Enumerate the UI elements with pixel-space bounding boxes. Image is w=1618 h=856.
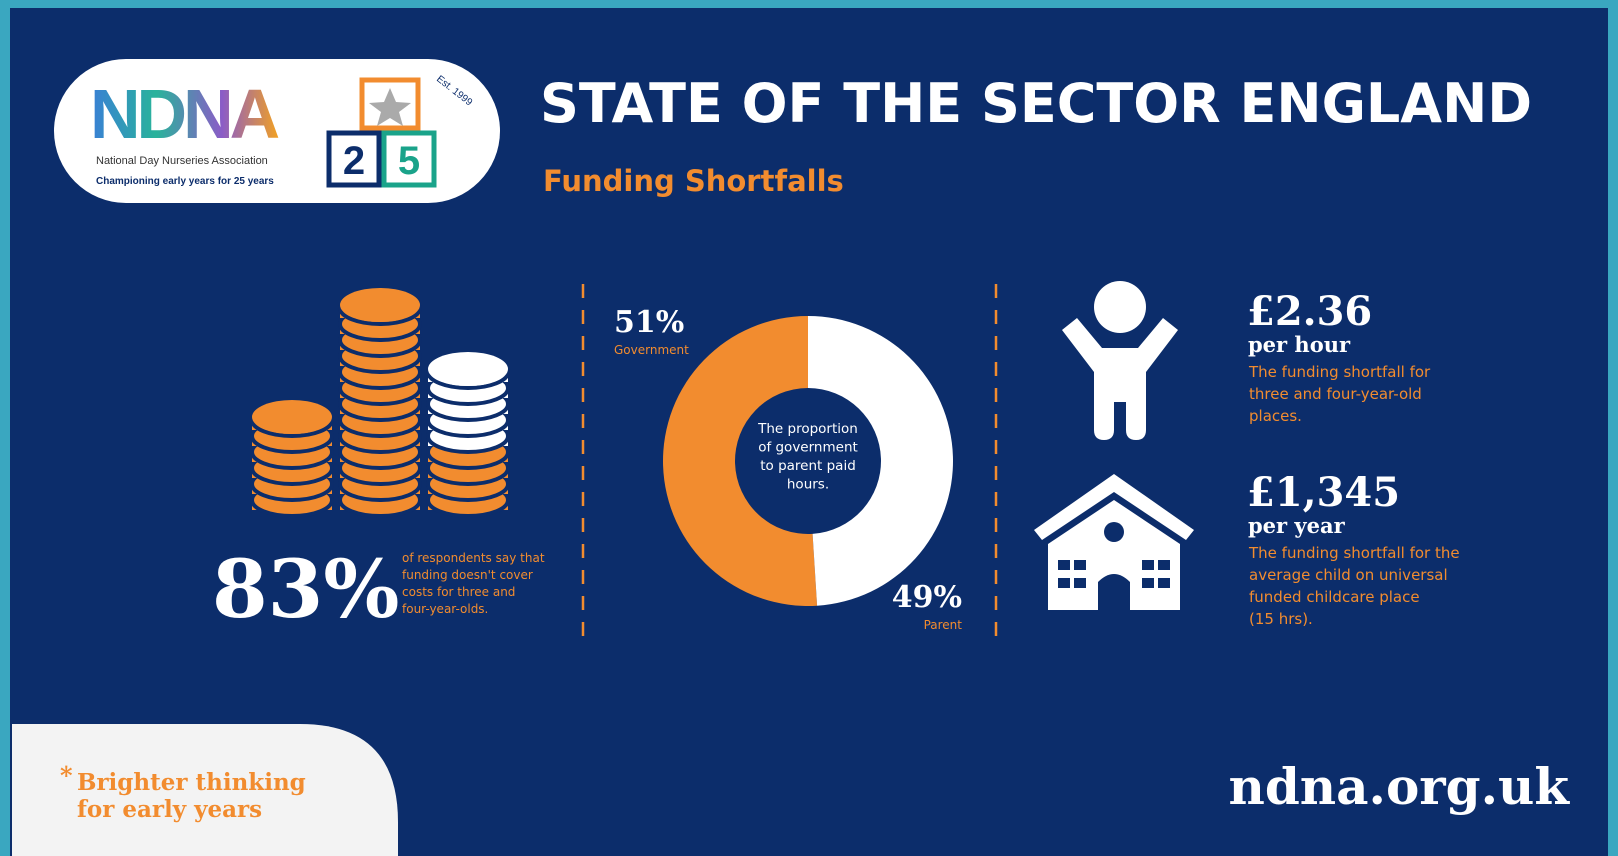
donut-center-label: of government [758,440,858,456]
slogan-star: * [60,761,73,790]
stat-value: £2.36 [1247,288,1372,335]
logo-subtitle: National Day Nurseries Association [96,155,268,167]
coin-top [428,352,508,386]
stat-value: £1,345 [1247,469,1400,516]
page: NDNA National Day Nurseries Association … [0,0,1618,856]
category-label: Government [614,343,689,357]
infographic: NDNA National Day Nurseries Association … [0,0,1618,856]
donut-center-label: hours. [787,477,829,493]
stat-text-line: four-year-olds. [402,602,488,616]
logo-name: NDNA [90,75,279,153]
stat-unit: per year [1248,513,1346,538]
logo-tagline: Championing early years for 25 years [96,176,274,187]
donut-chart: The proportion of government to parent pai… [663,316,953,606]
stat-value: 83% [212,542,399,636]
stat-text-line: costs for three and [402,585,515,599]
subtitle: Funding Shortfalls [543,164,844,198]
stat-text-line: (15 hrs). [1249,610,1313,628]
stat-unit: per hour [1248,332,1351,357]
value-label: 49% [892,580,962,615]
stat-text-line: of respondents say that [402,551,545,565]
stat-text-line: funded childcare place [1249,588,1420,606]
stat-text-line: three and four-year-old [1249,385,1422,403]
slogan: for early years [77,796,262,823]
value-label: 51% [614,305,684,340]
logo-block-label: 5 [398,139,420,183]
title: STATE OF THE SECTOR ENGLAND [540,72,1532,135]
stat-text-line: average child on universal [1249,566,1448,584]
category-label: Parent [924,618,963,632]
donut-center-label: to parent paid [760,458,856,474]
slogan: Brighter thinking [77,769,306,796]
stat-text-line: places. [1249,407,1302,425]
coin-top [252,400,332,434]
donut-center-label: The proportion [757,421,858,437]
coin-top [340,288,420,322]
url: ndna.org.uk [1228,757,1570,816]
stat-text-line: The funding shortfall for [1248,363,1431,381]
stat-text-line: funding doesn't cover [402,568,533,582]
logo-block-label: 2 [343,139,365,183]
logo: NDNA National Day Nurseries Association … [54,59,500,203]
stat-text-line: The funding shortfall for the [1248,544,1460,562]
